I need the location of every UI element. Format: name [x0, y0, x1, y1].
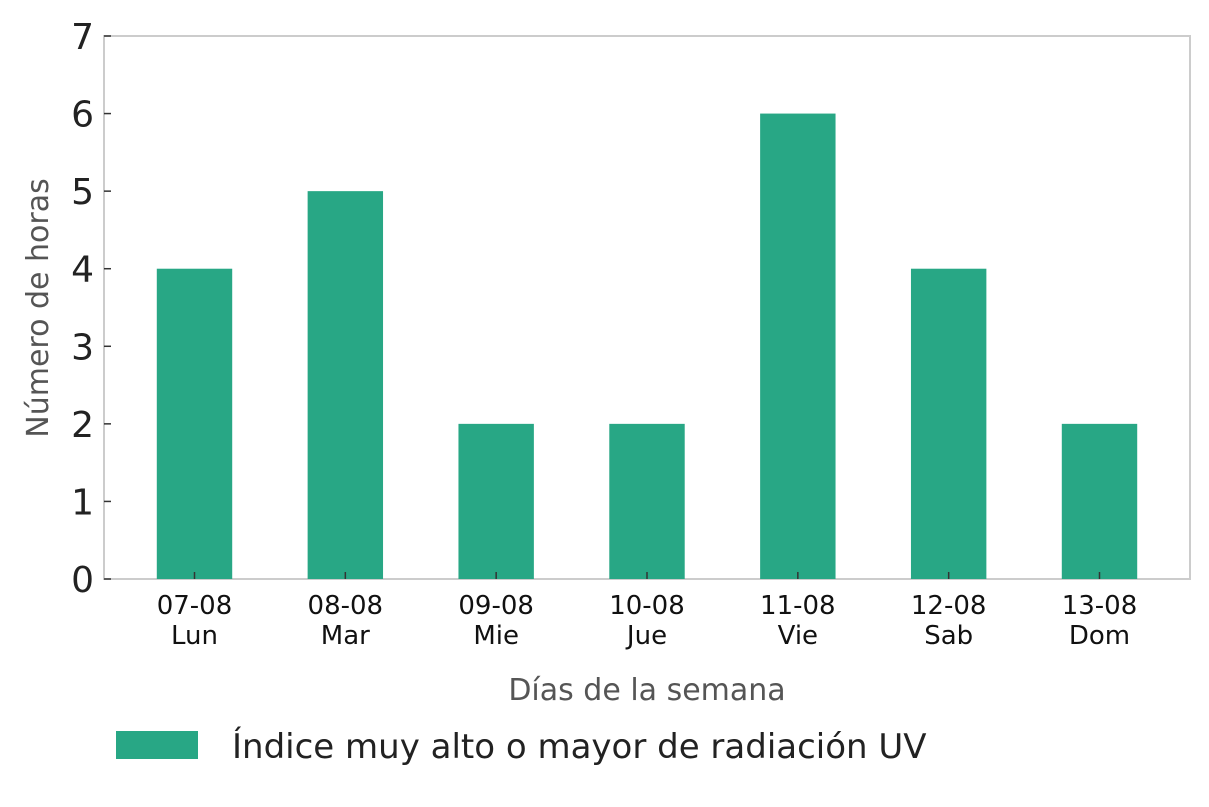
- x-tick-label-date: 12-08: [911, 591, 987, 621]
- bar-series: [156, 113, 1138, 580]
- x-tick-label-day: Mie: [473, 621, 519, 651]
- x-tick-label-day: Mar: [321, 621, 370, 651]
- x-tick-label-day: Lun: [171, 621, 218, 651]
- bar: [156, 268, 233, 579]
- bar: [910, 268, 987, 579]
- y-axis: 0 1 2 3 4 5 6 7: [71, 17, 111, 601]
- y-axis-title: Número de horas: [21, 178, 56, 437]
- y-tick-label: 5: [71, 172, 94, 213]
- y-tick-label: 3: [71, 327, 94, 368]
- x-tick-label-day: Vie: [778, 621, 818, 651]
- legend-label: Índice muy alto o mayor de radiación UV: [232, 726, 927, 767]
- legend-swatch: [116, 731, 198, 759]
- bar: [609, 423, 685, 579]
- bar: [760, 113, 836, 580]
- x-tick-label-date: 09-08: [458, 591, 534, 621]
- x-tick-label-date: 08-08: [308, 591, 384, 621]
- x-axis-title: Días de la semana: [508, 673, 785, 708]
- y-tick-label: 6: [71, 95, 94, 136]
- x-tick-label-day: Jue: [625, 621, 667, 651]
- bar: [307, 191, 384, 579]
- x-tick-label-date: 07-08: [157, 591, 233, 621]
- bar: [1061, 423, 1138, 579]
- x-tick-label-date: 10-08: [609, 591, 685, 621]
- legend: Índice muy alto o mayor de radiación UV: [116, 726, 927, 767]
- x-tick-label-day: Dom: [1069, 621, 1130, 651]
- y-tick-label: 0: [71, 560, 94, 601]
- x-tick-label-date: 11-08: [760, 591, 836, 621]
- bar: [458, 423, 534, 579]
- x-tick-label-day: Sab: [924, 621, 973, 651]
- y-tick-label: 2: [71, 405, 94, 446]
- y-tick-label: 4: [71, 250, 94, 291]
- x-tick-label-date: 13-08: [1062, 591, 1138, 621]
- y-tick-label: 1: [71, 482, 94, 523]
- y-tick-label: 7: [71, 17, 94, 58]
